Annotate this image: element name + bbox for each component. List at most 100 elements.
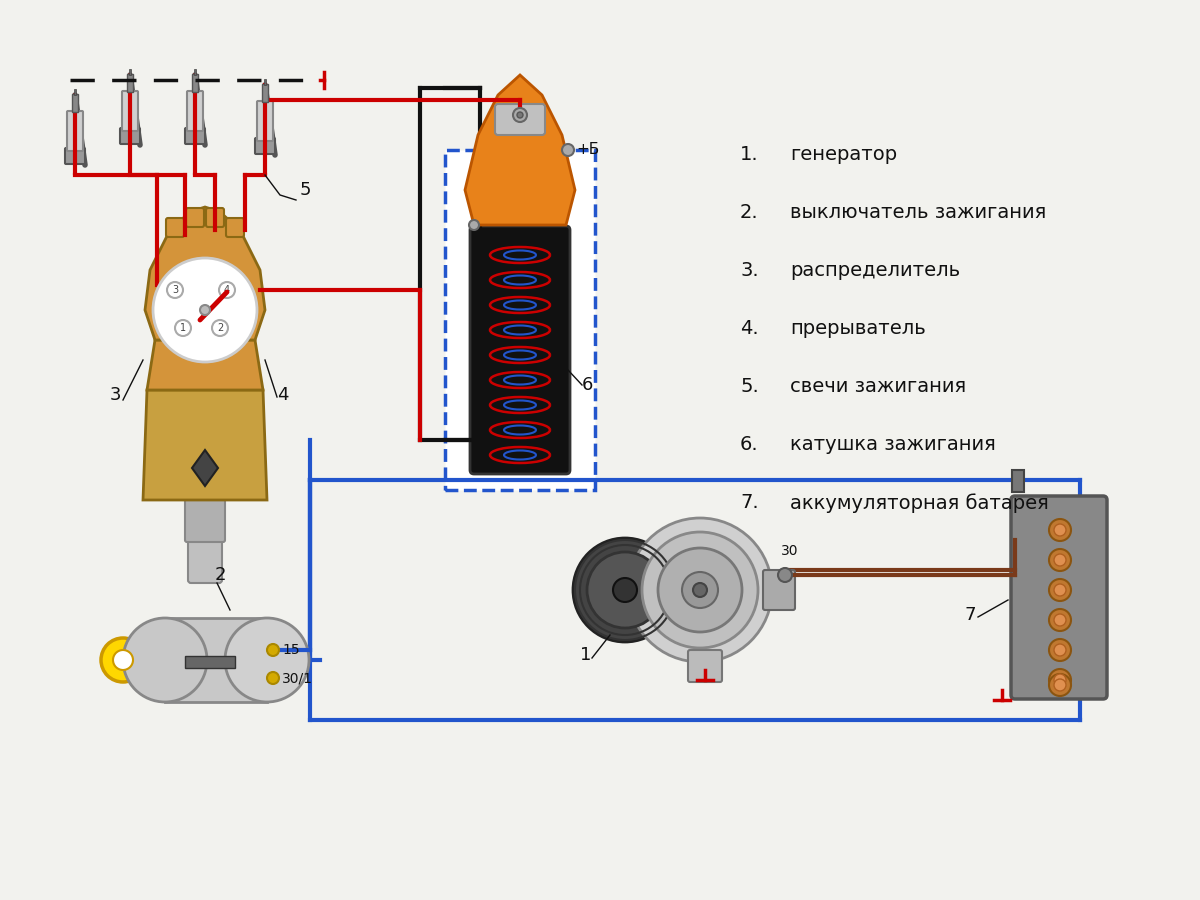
Polygon shape bbox=[144, 656, 166, 664]
Polygon shape bbox=[148, 340, 263, 390]
Circle shape bbox=[113, 650, 133, 670]
FancyBboxPatch shape bbox=[256, 138, 275, 154]
Circle shape bbox=[658, 548, 742, 632]
Circle shape bbox=[1049, 579, 1072, 601]
Circle shape bbox=[220, 282, 235, 298]
Circle shape bbox=[587, 552, 662, 628]
Circle shape bbox=[1054, 674, 1066, 686]
Text: распределитель: распределитель bbox=[790, 262, 960, 281]
Text: 4: 4 bbox=[277, 386, 288, 404]
FancyBboxPatch shape bbox=[257, 101, 274, 141]
Text: 6: 6 bbox=[582, 376, 593, 394]
FancyBboxPatch shape bbox=[496, 104, 545, 135]
Circle shape bbox=[628, 518, 772, 662]
Circle shape bbox=[1049, 639, 1072, 661]
FancyBboxPatch shape bbox=[186, 208, 204, 227]
Text: прерыватель: прерыватель bbox=[790, 320, 925, 338]
Bar bbox=[130, 69, 131, 75]
Bar bbox=[262, 84, 268, 102]
Bar bbox=[72, 94, 78, 112]
Text: аккумуляторная батарея: аккумуляторная батарея bbox=[790, 493, 1049, 513]
Polygon shape bbox=[166, 618, 266, 702]
Circle shape bbox=[1054, 524, 1066, 536]
Text: 5.: 5. bbox=[740, 377, 758, 397]
Bar bbox=[127, 74, 133, 92]
Text: 5: 5 bbox=[300, 181, 312, 199]
FancyBboxPatch shape bbox=[470, 226, 570, 474]
Circle shape bbox=[1054, 644, 1066, 656]
Text: 3.: 3. bbox=[740, 262, 758, 281]
Text: 1.: 1. bbox=[740, 146, 758, 165]
Circle shape bbox=[1049, 669, 1072, 691]
FancyBboxPatch shape bbox=[226, 218, 244, 237]
Text: 2: 2 bbox=[217, 323, 223, 333]
Circle shape bbox=[1049, 674, 1072, 696]
Bar bbox=[1012, 470, 1024, 492]
FancyBboxPatch shape bbox=[166, 218, 184, 237]
Polygon shape bbox=[466, 75, 575, 225]
Text: 1: 1 bbox=[180, 323, 186, 333]
FancyBboxPatch shape bbox=[185, 128, 205, 144]
Text: 7: 7 bbox=[965, 606, 977, 624]
Polygon shape bbox=[192, 450, 218, 486]
Text: катушка зажигания: катушка зажигания bbox=[790, 436, 996, 454]
Circle shape bbox=[200, 305, 210, 315]
Text: выключатель зажигания: выключатель зажигания bbox=[790, 203, 1046, 222]
Bar bbox=[192, 74, 198, 92]
FancyBboxPatch shape bbox=[65, 148, 85, 164]
FancyBboxPatch shape bbox=[445, 150, 595, 490]
Circle shape bbox=[1049, 609, 1072, 631]
Circle shape bbox=[154, 258, 257, 362]
Polygon shape bbox=[145, 207, 265, 340]
FancyBboxPatch shape bbox=[188, 512, 222, 583]
Text: 3: 3 bbox=[110, 386, 121, 404]
Circle shape bbox=[514, 108, 527, 122]
Bar bbox=[264, 79, 266, 85]
FancyBboxPatch shape bbox=[688, 650, 722, 682]
Circle shape bbox=[266, 672, 278, 684]
FancyBboxPatch shape bbox=[67, 111, 83, 151]
Text: 4.: 4. bbox=[740, 320, 758, 338]
FancyBboxPatch shape bbox=[122, 91, 138, 131]
Bar bbox=[194, 69, 196, 75]
Circle shape bbox=[694, 583, 707, 597]
Text: 30/1: 30/1 bbox=[282, 671, 313, 685]
Circle shape bbox=[124, 618, 208, 702]
Circle shape bbox=[1054, 584, 1066, 596]
Circle shape bbox=[175, 320, 191, 336]
Circle shape bbox=[1054, 554, 1066, 566]
Text: 15: 15 bbox=[282, 643, 300, 657]
Bar bbox=[74, 89, 76, 95]
Text: 3: 3 bbox=[172, 285, 178, 295]
FancyBboxPatch shape bbox=[120, 128, 140, 144]
FancyBboxPatch shape bbox=[185, 493, 226, 542]
Text: 6.: 6. bbox=[740, 436, 758, 454]
Circle shape bbox=[469, 220, 479, 230]
Text: 30: 30 bbox=[781, 544, 798, 558]
Circle shape bbox=[1054, 679, 1066, 691]
Text: 2: 2 bbox=[215, 566, 227, 584]
Circle shape bbox=[266, 644, 278, 656]
Circle shape bbox=[642, 532, 758, 648]
Circle shape bbox=[1049, 519, 1072, 541]
Text: свечи зажигания: свечи зажигания bbox=[790, 377, 966, 397]
FancyBboxPatch shape bbox=[187, 91, 203, 131]
FancyBboxPatch shape bbox=[1010, 496, 1108, 699]
Circle shape bbox=[1054, 614, 1066, 626]
Circle shape bbox=[212, 320, 228, 336]
Polygon shape bbox=[143, 390, 266, 500]
Text: 1: 1 bbox=[580, 646, 592, 664]
Circle shape bbox=[1049, 549, 1072, 571]
Text: генератор: генератор bbox=[790, 146, 898, 165]
Bar bbox=[185, 656, 235, 668]
Circle shape bbox=[226, 618, 310, 702]
FancyBboxPatch shape bbox=[206, 208, 224, 227]
Circle shape bbox=[613, 578, 637, 602]
Circle shape bbox=[101, 638, 145, 682]
Circle shape bbox=[562, 144, 574, 156]
Circle shape bbox=[778, 568, 792, 582]
Circle shape bbox=[682, 572, 718, 608]
Circle shape bbox=[517, 112, 523, 118]
Text: 4: 4 bbox=[224, 285, 230, 295]
Text: 2.: 2. bbox=[740, 203, 758, 222]
